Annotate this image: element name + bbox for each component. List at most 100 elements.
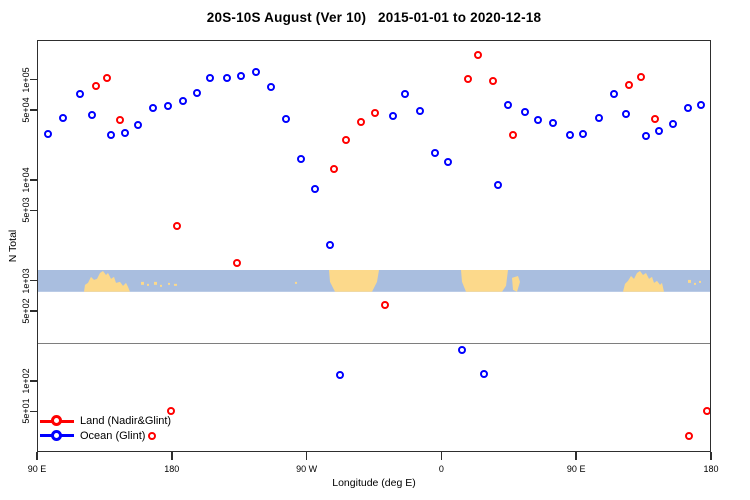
legend-marker-land xyxy=(40,415,74,427)
legend-label-ocean: Ocean (Glint) xyxy=(80,429,146,442)
land-point xyxy=(625,80,634,89)
land-shape-island xyxy=(168,282,170,285)
x-tick-label: 180 xyxy=(703,464,719,474)
land-point xyxy=(508,130,517,139)
x-tick-label: 180 xyxy=(164,464,180,474)
land-point xyxy=(463,74,472,83)
y-axis-title: N Total xyxy=(7,229,19,263)
ocean-point xyxy=(237,71,246,80)
ocean-point xyxy=(75,89,84,98)
land-point xyxy=(102,73,111,82)
ocean-point xyxy=(683,103,692,112)
ocean-point xyxy=(164,102,173,111)
land-point xyxy=(370,108,379,117)
x-tick-label: 90 E xyxy=(27,464,47,474)
legend-item-ocean: Ocean (Glint) xyxy=(40,429,171,444)
y-tick xyxy=(30,78,37,81)
ocean-point xyxy=(504,101,513,110)
ocean-point xyxy=(534,116,543,125)
land-point xyxy=(233,258,241,267)
x-tick xyxy=(575,452,577,460)
y-tick xyxy=(30,209,37,211)
ocean-point xyxy=(179,97,188,106)
ocean-point xyxy=(325,241,334,250)
x-tick xyxy=(440,452,443,460)
ocean-point xyxy=(222,73,231,82)
x-tick xyxy=(305,452,308,460)
land-shape-island xyxy=(141,281,144,285)
ocean-point xyxy=(120,128,129,137)
x-tick xyxy=(36,452,38,460)
ocean-point xyxy=(388,111,397,120)
ocean-point xyxy=(578,130,587,139)
ocean-point xyxy=(655,127,664,136)
ocean-point xyxy=(493,181,502,190)
land-shape-island xyxy=(154,281,157,285)
ocean-point xyxy=(641,131,650,140)
legend-item-land: Land (Nadir&Glint) xyxy=(40,414,171,429)
ocean-point xyxy=(480,369,489,378)
land-point xyxy=(173,222,182,231)
map-land-shapes xyxy=(84,270,701,292)
land-shape-africa xyxy=(461,270,508,292)
plot-frame xyxy=(37,40,711,452)
land-shape-island xyxy=(688,279,691,283)
land-point xyxy=(92,81,101,90)
x-tick-label: 90 E xyxy=(566,464,586,474)
ocean-point xyxy=(444,157,453,166)
x-axis-title: Longitude (deg E) xyxy=(332,477,416,489)
legend-marker-ocean xyxy=(40,429,74,442)
y-tick xyxy=(30,179,37,181)
ocean-point xyxy=(457,346,466,355)
plot-area: 1e+05 5e+04 1e+04 5e+03 1e+03 5e+02 1e+02 5e+01… xyxy=(21,40,719,474)
map-strip xyxy=(37,270,711,292)
y-tick xyxy=(30,380,37,382)
ocean-point xyxy=(59,113,68,122)
land-point xyxy=(637,72,646,81)
y-tick xyxy=(30,410,37,412)
ocean-point xyxy=(668,120,677,129)
ocean-point xyxy=(622,110,631,119)
y-tick-label: 5e+02 xyxy=(21,298,31,324)
land-point xyxy=(703,406,712,415)
ocean-point xyxy=(430,148,439,157)
land-point xyxy=(381,301,390,310)
ocean-point xyxy=(44,130,53,139)
land-point xyxy=(167,406,176,415)
land-shape-island xyxy=(89,283,91,286)
y-tick xyxy=(30,310,37,312)
y-tick xyxy=(30,279,37,282)
legend-label-land: Land (Nadir&Glint) xyxy=(80,415,172,428)
ocean-point xyxy=(336,371,345,380)
legend: Land (Nadir&Glint) Ocean (Glint) xyxy=(40,414,171,443)
land-point xyxy=(357,117,366,126)
x-tick-label: 0 xyxy=(438,464,444,474)
x-tick xyxy=(171,452,173,460)
land-point xyxy=(147,431,156,440)
land-shape-island xyxy=(160,284,162,287)
y-tick-label: 5e+03 xyxy=(21,197,31,223)
land-point xyxy=(116,115,125,124)
land-shape-australia xyxy=(84,271,130,292)
reference-line xyxy=(37,342,711,345)
chart-title: 20S-10S August (Ver 10) 2015-01-01 to 20… xyxy=(206,10,542,25)
open-circle-icon xyxy=(51,415,62,427)
ocean-point xyxy=(267,83,276,92)
ocean-point xyxy=(134,121,143,130)
ocean-point xyxy=(87,110,96,119)
x-tick-label: 90 W xyxy=(296,464,318,474)
land-point xyxy=(489,77,498,86)
y-tick-label: 5e+04 xyxy=(21,97,31,123)
ocean-point xyxy=(310,185,319,194)
land-point xyxy=(685,431,694,440)
ocean-point xyxy=(107,131,116,140)
land-point xyxy=(342,136,351,145)
land-shape-island xyxy=(295,281,297,284)
y-tick xyxy=(30,109,37,111)
land-shape-south-america xyxy=(329,270,379,292)
land-point xyxy=(474,51,483,60)
ocean-point xyxy=(282,114,291,123)
x-tick xyxy=(710,452,712,460)
ocean-point xyxy=(549,118,558,127)
